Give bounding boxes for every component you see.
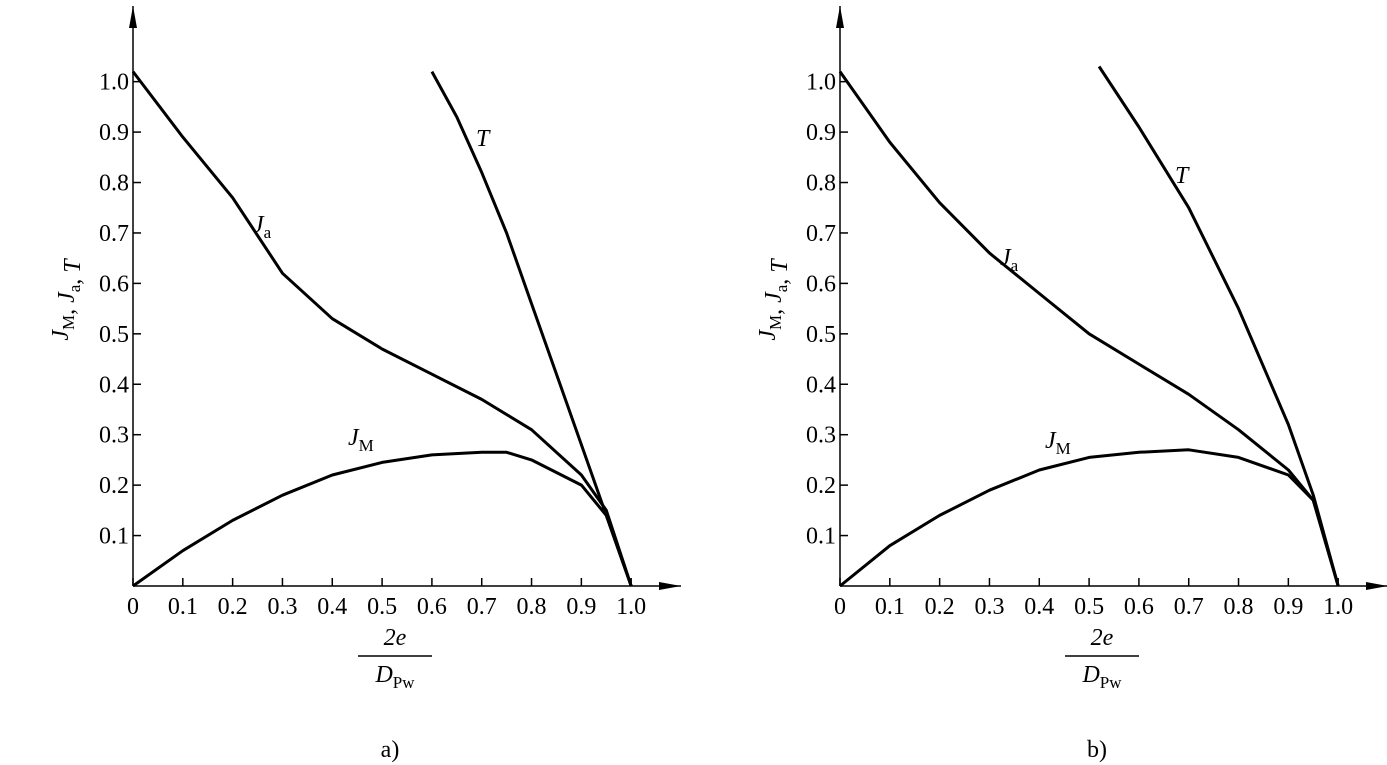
y-axis-label: JM, Ja, T — [48, 258, 86, 341]
x-tick-label: 0.1 — [168, 594, 198, 620]
x-axis-arrow — [1366, 582, 1387, 590]
y-tick-label: 0.6 — [99, 271, 129, 297]
x-tick-label: 0.4 — [317, 594, 347, 620]
x-tick-label: 0.4 — [1024, 594, 1054, 620]
x-tick-label: 0.1 — [875, 594, 905, 620]
curve-label: Ja — [1000, 245, 1019, 275]
y-tick-label: 0.1 — [806, 524, 836, 550]
x-tick-label: 1.0 — [1323, 594, 1353, 620]
y-tick-label: 0.8 — [806, 171, 836, 197]
y-axis-arrow — [129, 6, 137, 28]
y-tick-label: 0.2 — [806, 473, 836, 499]
y-tick-label: 0.1 — [99, 524, 129, 550]
x-tick-label: 0.6 — [1124, 594, 1154, 620]
y-tick-label: 0.7 — [806, 221, 836, 247]
x-tick-label: 0.9 — [1273, 594, 1303, 620]
curve-label: JM — [1045, 428, 1071, 458]
y-axis-arrow — [836, 6, 844, 28]
x-axis-label-numerator: 2e — [384, 625, 407, 651]
x-axis-arrow — [659, 582, 681, 590]
curve-label: T — [476, 126, 491, 152]
x-tick-label: 0.2 — [218, 594, 248, 620]
x-tick-label: 0.7 — [467, 594, 497, 620]
curve-label: JM — [348, 425, 374, 455]
curve — [838, 70, 1340, 587]
y-tick-label: 0.5 — [806, 322, 836, 348]
curve — [1097, 65, 1340, 587]
x-tick-label: 0.2 — [925, 594, 955, 620]
y-tick-label: 1.0 — [99, 70, 129, 96]
y-tick-label: 0.7 — [99, 221, 129, 247]
x-tick-label: 0 — [127, 594, 139, 620]
x-tick-label: 0.7 — [1174, 594, 1204, 620]
panel: 0 0.1 0.2 0.3 0.4 0.5 0.6 0.7 0.8 0.9 1.0 0.1 0.2 0.3… — [755, 6, 1387, 763]
y-tick-label: 0.2 — [99, 473, 129, 499]
x-tick-label: 0.5 — [1074, 594, 1104, 620]
y-tick-label: 0.3 — [806, 423, 836, 449]
x-tick-label: 0.9 — [566, 594, 596, 620]
y-tick-label: 0.5 — [99, 322, 129, 348]
curve — [430, 70, 633, 587]
x-axis-label-denominator: DPw — [374, 662, 415, 692]
panel: 0 0.1 0.2 0.3 0.4 0.5 0.6 0.7 0.8 0.9 1.0 0.1 0.2 0.3… — [48, 6, 681, 763]
x-tick-label: 0.3 — [974, 594, 1004, 620]
curve-label: T — [1175, 163, 1190, 189]
x-tick-label: 0.6 — [417, 594, 447, 620]
x-tick-label: 0.8 — [517, 594, 547, 620]
curve — [839, 448, 1340, 588]
y-tick-label: 0.9 — [99, 120, 129, 146]
y-tick-label: 0.4 — [99, 372, 129, 398]
y-tick-label: 0.3 — [99, 423, 129, 449]
y-tick-label: 1.0 — [806, 70, 836, 96]
y-tick-label: 0.6 — [806, 271, 836, 297]
y-tick-label: 0.9 — [806, 120, 836, 146]
x-tick-label: 1.0 — [616, 594, 646, 620]
x-axis-label-denominator: DPw — [1081, 662, 1122, 692]
x-axis-label-numerator: 2e — [1091, 625, 1114, 651]
x-tick-label: 0 — [834, 594, 846, 620]
panel-caption: a) — [381, 737, 400, 763]
panel-caption: b) — [1087, 737, 1107, 763]
y-tick-label: 0.4 — [806, 372, 836, 398]
y-axis-label: JM, Ja, T — [755, 258, 793, 341]
curve — [131, 70, 633, 587]
y-tick-label: 0.8 — [99, 171, 129, 197]
curve-label: Ja — [253, 212, 272, 242]
x-tick-label: 0.5 — [367, 594, 397, 620]
x-tick-label: 0.8 — [1224, 594, 1254, 620]
curve — [132, 450, 633, 588]
x-tick-label: 0.3 — [267, 594, 297, 620]
